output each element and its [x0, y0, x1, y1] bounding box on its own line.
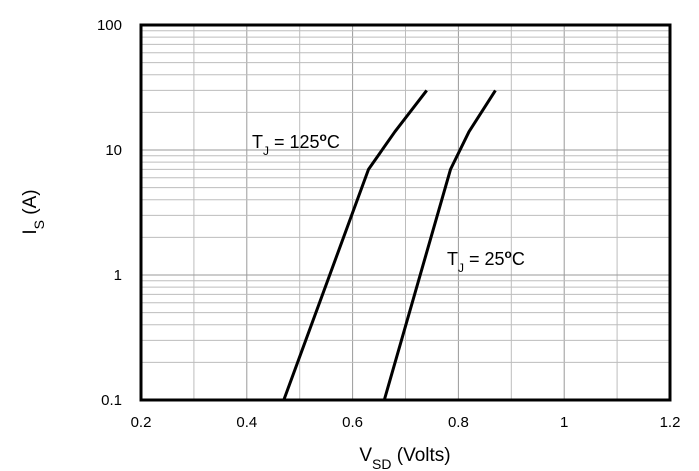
- series-label-125c-rest: = 125: [269, 132, 320, 152]
- series-label-125c: TJ = 125oC: [252, 130, 340, 158]
- series-label-125c-sub: J: [263, 144, 269, 158]
- series-label-25c: TJ = 25oC: [447, 247, 525, 275]
- x-tick-label: 0.6: [342, 414, 363, 431]
- series-label-125c-main: T: [252, 132, 263, 152]
- grid: [141, 25, 670, 400]
- y-tick-label: 1: [114, 267, 122, 284]
- series-label-125c-deg: o: [320, 130, 327, 144]
- series-label-25c-unit: C: [512, 249, 525, 269]
- y-axis-label: IS (A): [20, 189, 47, 234]
- x-tick-labels: 0.2 0.4 0.6 0.8 1 1.2: [131, 414, 681, 431]
- x-tick-label: 0.2: [131, 414, 152, 431]
- y-tick-label: 0.1: [101, 392, 122, 409]
- x-axis-label-sub: SD: [372, 456, 391, 471]
- series-label-25c-rest: = 25: [464, 249, 505, 269]
- series-line-125c: [282, 89, 428, 401]
- series-label-25c-deg: o: [505, 247, 512, 261]
- y-tick-label: 10: [105, 142, 122, 159]
- x-tick-label: 1: [560, 414, 568, 431]
- x-tick-label: 1.2: [660, 414, 681, 431]
- series-group: [282, 89, 497, 401]
- x-axis-label-rest: (Volts): [392, 445, 451, 466]
- y-axis-label-rest: (A): [20, 189, 41, 220]
- y-axis-label-main: I: [20, 229, 41, 234]
- x-axis-label: VSD (Volts): [359, 445, 450, 471]
- series-line-25c: [382, 89, 497, 401]
- y-axis-label-sub: S: [31, 220, 47, 229]
- y-tick-labels: 0.1 1 10 100: [97, 17, 122, 409]
- y-tick-label: 100: [97, 17, 122, 34]
- x-tick-label: 0.4: [236, 414, 257, 431]
- x-tick-label: 0.8: [448, 414, 469, 431]
- series-label-25c-sub: J: [458, 261, 464, 275]
- x-axis-label-main: V: [359, 445, 372, 466]
- plot-frame: [139, 23, 672, 402]
- series-label-25c-main: T: [447, 249, 458, 269]
- series-label-125c-unit: C: [327, 132, 340, 152]
